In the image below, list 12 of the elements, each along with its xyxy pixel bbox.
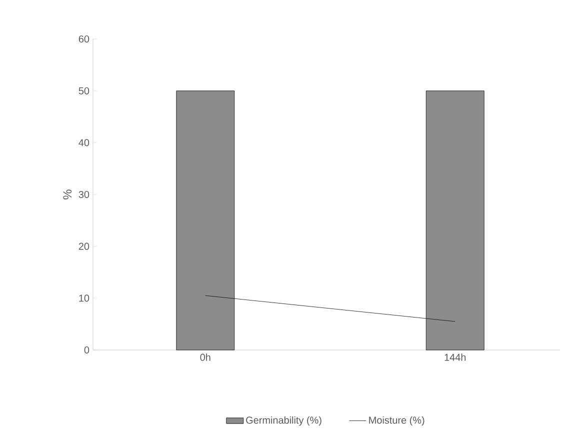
legend-label: Moisture (%) <box>369 416 424 426</box>
y-tick-label: 20 <box>78 242 90 250</box>
x-tick-label: 144h <box>444 354 466 361</box>
y-tick-label: 0 <box>84 346 90 354</box>
y-axis-title: % <box>63 190 72 200</box>
y-tick-label: 30 <box>78 190 90 198</box>
y-tick-label: 40 <box>78 139 90 146</box>
y-tick-label: 60 <box>78 35 90 43</box>
x-tick-label: 0h <box>200 354 210 361</box>
legend-label: Germinability (%) <box>246 416 322 426</box>
y-tick-label: 10 <box>79 294 90 302</box>
y-tick-label: 50 <box>78 87 90 94</box>
